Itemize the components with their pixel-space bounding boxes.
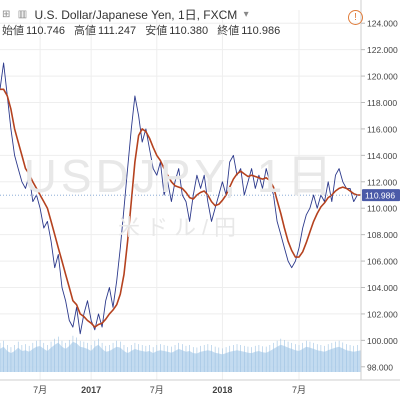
x-tick-label: 7月 [292, 385, 306, 395]
y-tick-label: 114.000 [367, 151, 397, 161]
clock-alert-icon[interactable]: ! [348, 10, 363, 25]
series-layer [0, 62, 362, 335]
y-tick-label: 120.000 [367, 72, 398, 82]
ohlc-close-label: 終値 [217, 25, 240, 37]
ohlc-open-label: 始値 [2, 25, 24, 37]
price-line [0, 62, 362, 335]
symbol-title[interactable]: U.S. Dollar/Japanese Yen, 1日, FXCM [34, 8, 238, 22]
ohlc-low-value: 110.380 [169, 25, 209, 37]
bars-icon[interactable]: ▥ [17, 9, 28, 20]
chart-header: ⊞ ▥ U.S. Dollar/Japanese Yen, 1日, FXCM ▾… [0, 0, 400, 42]
y-tick-label: 124.000 [367, 19, 398, 29]
symbol-row: ⊞ ▥ U.S. Dollar/Japanese Yen, 1日, FXCM ▾ [2, 6, 253, 23]
y-tick-label: 118.000 [367, 98, 397, 108]
ohlc-high-value: 111.247 [98, 25, 137, 37]
volume-area [0, 341, 361, 372]
y-tick-label: 98.000 [367, 362, 393, 372]
ohlc-high-label: 高値 [74, 25, 97, 37]
moving-average-line [0, 88, 361, 328]
x-tick-label: 2018 [212, 385, 232, 395]
y-tick-label: 102.000 [367, 309, 398, 319]
ohlc-low-label: 安値 [145, 25, 168, 37]
y-tick-label: 100.000 [367, 336, 398, 346]
x-tick-label: 2017 [81, 385, 101, 395]
volume-layer [0, 335, 362, 372]
x-tick-label: 7月 [33, 385, 47, 395]
last-price-label: 110.986 [365, 191, 395, 201]
y-tick-label: 108.000 [367, 230, 398, 240]
ohlc-open-value: 110.746 [26, 25, 65, 37]
y-tick-label: 110.000 [367, 204, 397, 214]
y-tick-label: 106.000 [367, 257, 398, 267]
ohlc-close-value: 110.986 [241, 25, 281, 37]
grid-icon[interactable]: ⊞ [2, 9, 11, 20]
y-tick-label: 104.000 [367, 283, 398, 293]
caret-down-icon[interactable]: ▾ [243, 9, 249, 20]
y-tick-label: 112.000 [367, 177, 397, 187]
x-tick-label: 7月 [150, 385, 164, 395]
ohlc-row: 始値 110.746 高値 111.247 安値 110.380 終値 110.986 [2, 22, 286, 38]
y-tick-label: 116.000 [367, 124, 397, 134]
y-tick-label: 122.000 [367, 45, 398, 55]
last-price-tag [362, 189, 400, 202]
